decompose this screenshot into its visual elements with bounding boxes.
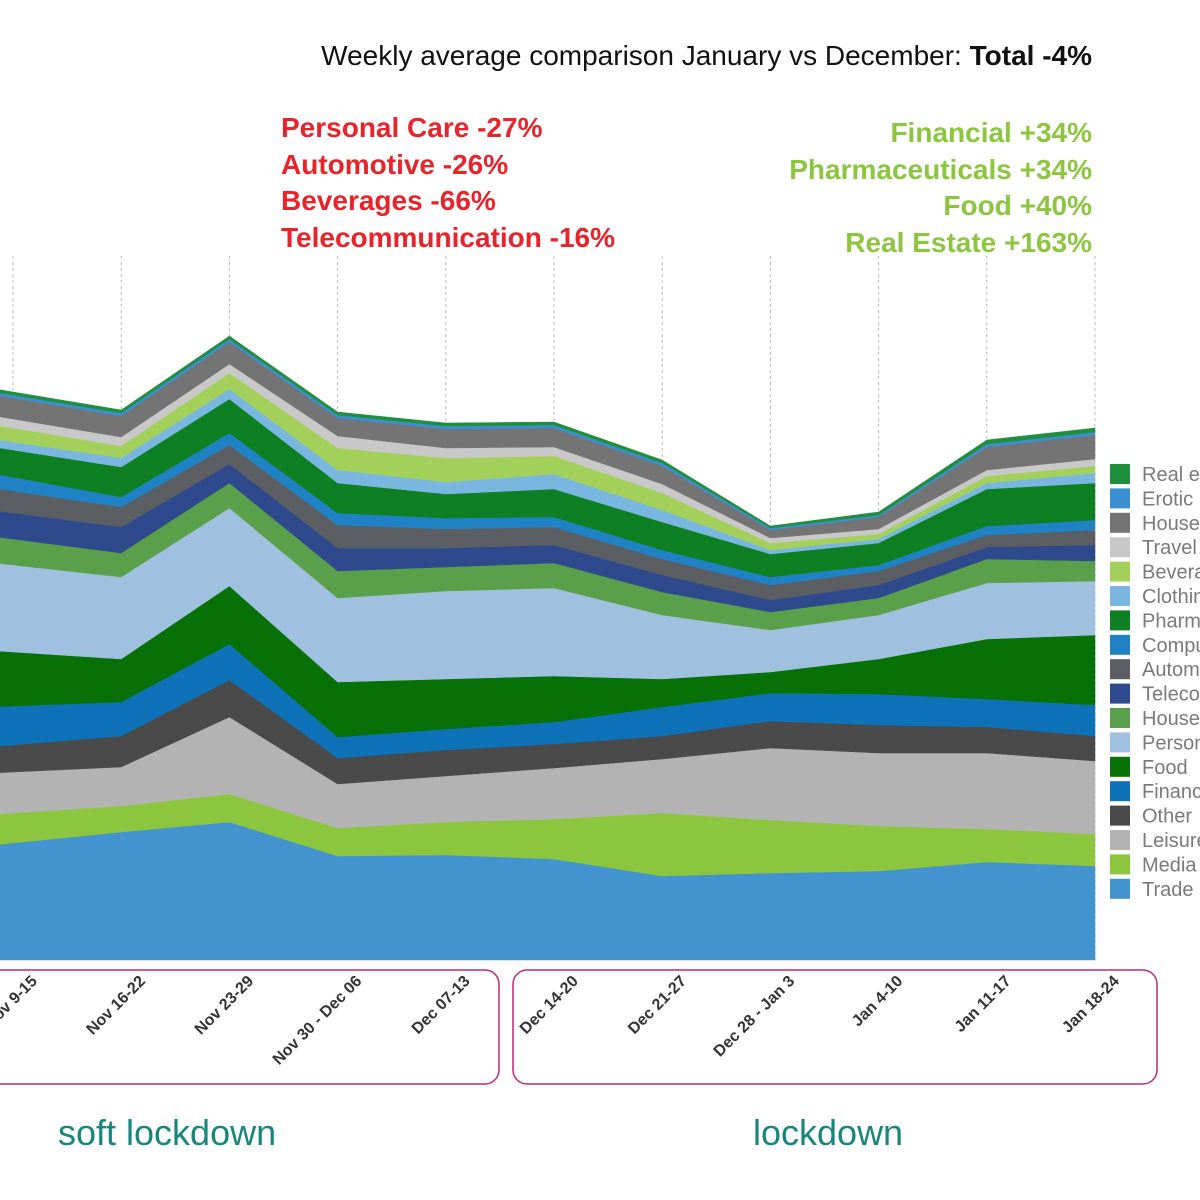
legend-swatch [1110,708,1130,728]
legend-label: Personal Care [1142,732,1200,754]
legend-label: Real estate [1142,464,1200,486]
legend-label: Beverages [1142,562,1200,584]
legend-label: Media [1142,854,1197,876]
legend-swatch [1110,659,1130,680]
legend-label: Leisure [1142,830,1200,852]
legend-swatch [1110,586,1130,606]
legend-swatch [1110,854,1130,875]
legend-swatch [1110,634,1130,655]
legend-swatch [1110,537,1130,558]
lockdown-bracket [512,969,1158,1085]
legend-swatch [1110,781,1130,802]
positive-change-0: Financial +34% [890,117,1092,148]
x-tick-label: Dec 28 - Jan 3 [711,973,799,1061]
negative-change-2: Beverages -66% [281,185,496,216]
legend-label: Trade [1142,879,1194,901]
positive-change-2: Food +40% [943,190,1092,221]
x-tick-label: Jan 4-10 [849,973,906,1030]
legend-swatch [1110,805,1130,826]
positive-change-3: Real Estate +163% [845,226,1092,258]
legend-swatch [1110,830,1130,850]
negative-changes: Personal Care -27% Automotive -26% Bever… [281,110,615,256]
x-tick-label: Nov 9-15 [0,973,41,1032]
chart-title: Weekly average comparison January vs Dec… [321,40,1092,72]
legend: Real estateErotic Household Travel Beverag… [1110,464,1200,901]
legend-label: Other [1142,806,1192,828]
x-tick-label: Dec 14-20 [517,973,582,1038]
x-tick-label: Jan 11-17 [952,973,1015,1036]
legend-swatch [1110,878,1130,899]
positive-change-1: Pharmaceuticals +34% [789,153,1092,185]
legend-label: Financial [1142,781,1200,803]
legend-swatch [1110,610,1130,631]
negative-change-0: Personal Care -27% [281,112,543,143]
negative-change-3: Telecommunication -16% [281,221,616,253]
positive-changes: Financial +34% Pharmaceuticals +34% Food… [789,115,1092,261]
legend-label: Food [1142,757,1188,779]
legend-swatch [1110,561,1130,582]
legend-label: Erotic [1142,488,1193,510]
x-axis-tick-labels: Nov 9-15 Nov 16-22 Nov 23-29 Nov 30 - Dec 0… [0,973,1123,1069]
x-tick-label: Dec 07-13 [409,973,474,1038]
legend-label: Travel [1142,537,1197,559]
legend-label: Household [1142,708,1200,730]
x-tick-label: Dec 21-27 [625,973,690,1038]
x-tick-label: Nov 23-29 [192,973,258,1039]
x-tick-label: Jan 18-24 [1059,973,1123,1037]
legend-swatch [1110,512,1130,533]
legend-label: Telecommunication [1142,684,1200,706]
legend-swatch [1110,756,1130,777]
area-series [0,335,1096,961]
legend-swatch [1110,732,1130,753]
legend-label: Clothing [1142,586,1200,608]
title-prefix: Weekly average comparison January vs Dec… [321,40,970,71]
x-tick-label: Nov 16-22 [84,973,150,1039]
legend-swatch [1110,683,1130,704]
legend-swatch [1110,488,1130,509]
title-total: Total -4% [969,40,1092,71]
phase-brackets [0,969,1158,1085]
legend-swatch [1110,464,1130,484]
legend-label: Computer [1142,635,1200,657]
soft-lockdown-bracket [0,969,500,1085]
legend-label: Household [1142,513,1200,535]
legend-label: Automotive [1142,659,1200,681]
phase-label-lockdown: lockdown [753,1112,904,1153]
legend-label: Pharmaceuticals [1142,610,1200,632]
x-tick-label: Nov 30 - Dec 06 [270,973,366,1069]
area-real-estate [0,335,1096,529]
negative-change-1: Automotive -26% [281,148,509,180]
phase-label-soft-lockdown: soft lockdown [58,1112,277,1153]
